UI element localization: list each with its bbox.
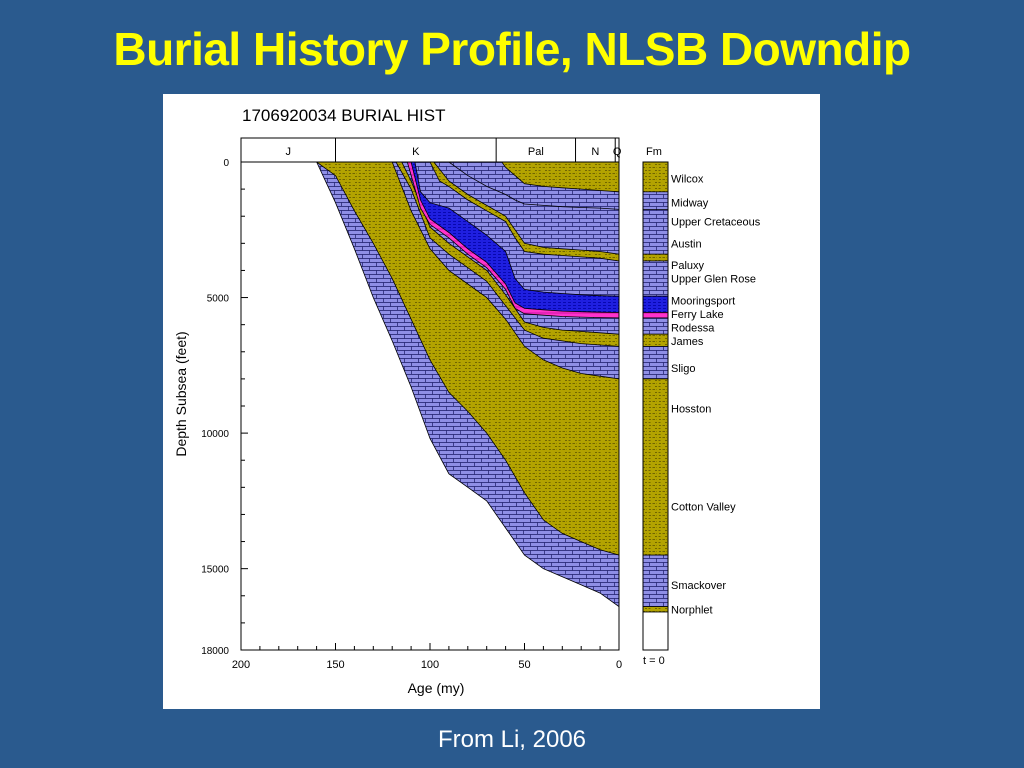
y-tick-label: 15000 — [201, 565, 229, 576]
formation-column — [642, 161, 669, 651]
formation-label: Norphlet — [671, 604, 713, 616]
column-header: Fm — [646, 146, 662, 158]
formation-labels: Wilcox Midway Upper Cretaceous Austin Paluxy… — [671, 173, 761, 616]
chart-title: 1706920034 BURIAL HIST — [242, 106, 446, 125]
column-band — [642, 209, 669, 255]
column-band — [642, 606, 669, 613]
formation-label: Ferry Lake — [671, 309, 724, 321]
column-band — [642, 333, 669, 347]
y-axis: 0 5000 10000 15000 18000 — [201, 158, 248, 657]
slide-title: Burial History Profile, NLSB Downdip — [113, 23, 911, 75]
period-strip-frame — [240, 137, 620, 163]
x-tick-label: 150 — [326, 659, 344, 671]
x-axis-label: Age (my) — [408, 680, 465, 696]
formation-label: Cotton Valley — [671, 501, 736, 513]
column-band — [642, 611, 669, 651]
formation-label: Rodessa — [671, 322, 715, 334]
formation-label: Paluxy — [671, 260, 705, 272]
x-tick-label: 50 — [518, 659, 530, 671]
formation-label: Sligo — [671, 363, 695, 375]
formation-label: Upper Cretaceous — [671, 217, 761, 229]
column-band — [642, 378, 669, 556]
y-tick-label: 5000 — [207, 294, 230, 305]
burial-history-chart: 1706920034 BURIAL HIST J K Pal N Q 050001000… — [173, 106, 761, 696]
burial-layer-sand — [501, 162, 619, 193]
y-tick-label: 10000 — [201, 429, 229, 440]
x-tick-label: 0 — [616, 659, 622, 671]
x-tick-label: 100 — [421, 659, 439, 671]
x-tick-label: 200 — [232, 659, 250, 671]
caption: From Li, 2006 — [437, 726, 587, 753]
column-band — [642, 161, 669, 193]
burial-history-figure: 1706920034 BURIAL HIST J K Pal N Q 0 5000 1000… — [163, 94, 820, 709]
y-axis-label: Depth Subsea (feet) — [173, 331, 189, 456]
column-band — [642, 312, 669, 319]
burial-layers — [315, 162, 619, 608]
formation-label: James — [671, 336, 704, 348]
formation-label: Midway — [671, 198, 709, 210]
column-band — [642, 346, 669, 380]
column-band — [642, 260, 669, 297]
period-label: K — [412, 146, 420, 158]
y-tick-label: 0 — [223, 158, 229, 169]
formation-label: Hosston — [671, 404, 711, 416]
formation-label: Mooringsport — [671, 295, 735, 307]
period-label: Pal — [528, 146, 544, 158]
period-label: Q — [613, 146, 622, 158]
period-label: J — [286, 146, 292, 158]
time-label: t = 0 — [643, 655, 665, 667]
formation-label: Austin — [671, 238, 702, 250]
column-band — [642, 295, 669, 313]
column-band — [642, 317, 669, 335]
column-band — [642, 554, 669, 607]
formation-label: Smackover — [671, 580, 726, 592]
formation-label: Upper Glen Rose — [671, 274, 756, 286]
y-tick-label: 18000 — [201, 646, 229, 657]
period-strip: J K Pal N Q — [240, 137, 622, 163]
x-axis: 200 150 100 50 0 — [232, 643, 622, 671]
period-label: N — [591, 146, 599, 158]
formation-label: Wilcox — [671, 173, 704, 185]
column-frame — [642, 161, 669, 651]
column-band — [642, 253, 669, 262]
column-band — [642, 191, 669, 210]
